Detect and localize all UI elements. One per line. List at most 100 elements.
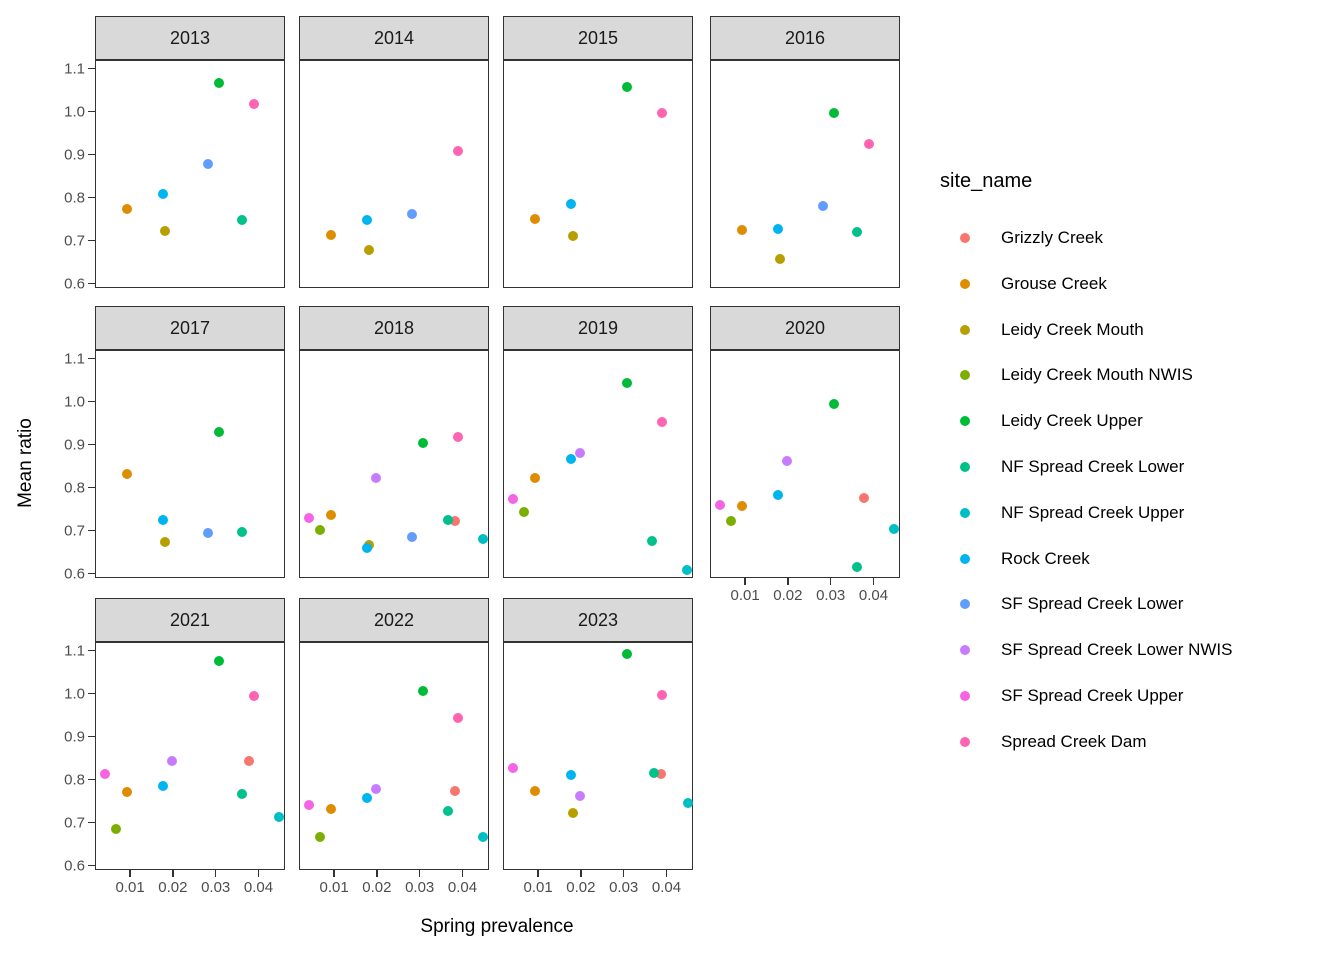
data-point [370, 783, 381, 794]
facet-strip-2018: 2018 [299, 306, 489, 350]
facet-panel-2017 [95, 350, 285, 578]
legend-label: Grouse Creek [1001, 273, 1107, 293]
data-point [621, 81, 632, 92]
data-point [203, 159, 214, 170]
x-axis-tick [376, 870, 378, 877]
x-axis-tick [580, 870, 582, 877]
y-axis-tick [88, 649, 95, 652]
data-point [574, 447, 585, 458]
data-point [325, 804, 336, 815]
legend-key-dot-icon [960, 278, 970, 289]
legend-key-dot-icon [960, 599, 970, 610]
data-point [243, 755, 254, 766]
data-point [852, 561, 863, 572]
facet-panel-2019 [503, 350, 693, 578]
x-tick-label: 0.01 [523, 879, 553, 896]
data-point [304, 513, 315, 524]
y-axis-tick [88, 486, 95, 489]
facet-strip-2023: 2023 [503, 598, 693, 642]
x-tick-label: 0.04 [651, 879, 682, 896]
data-point [249, 690, 260, 701]
data-point [453, 146, 464, 157]
data-point [828, 107, 839, 118]
data-point [315, 832, 326, 843]
data-point [781, 456, 792, 467]
y-axis-tick [88, 778, 95, 781]
facet-strip-2017: 2017 [95, 306, 285, 350]
facet-panel-2013 [95, 60, 285, 288]
y-tick-label: 0.7 [64, 522, 85, 540]
legend-item: SF Spread Creek Upper [938, 681, 1338, 711]
facet-panel-2020 [710, 350, 900, 578]
data-point [566, 454, 577, 465]
x-axis-tick [665, 870, 668, 877]
y-tick-label: 0.9 [64, 436, 85, 454]
data-point [529, 473, 540, 484]
y-tick-label: 0.8 [64, 189, 85, 207]
data-point [477, 533, 488, 544]
x-tick-label: 0.02 [773, 587, 803, 604]
data-point [864, 138, 875, 149]
data-point [773, 489, 784, 500]
data-point [828, 399, 839, 410]
data-point [657, 107, 668, 118]
data-point [273, 811, 284, 822]
x-axis-tick [257, 870, 260, 877]
x-tick-label: 0.01 [319, 879, 349, 896]
data-point [325, 230, 336, 241]
data-point [160, 536, 171, 547]
y-tick-label: 1.1 [64, 350, 85, 368]
facet-strip-2013: 2013 [95, 16, 285, 60]
x-axis-tick [461, 870, 464, 877]
legend-label: SF Spread Creek Upper [1001, 686, 1184, 705]
legend-label: Grizzly Creek [1001, 228, 1104, 247]
y-axis-tick [88, 153, 95, 156]
data-point [362, 543, 373, 554]
legend-label: Leidy Creek Upper [1001, 411, 1143, 431]
legend-item: SF Spread Creek Lower NWIS [938, 635, 1338, 665]
data-point [121, 203, 132, 214]
facet-panel-2018 [299, 350, 489, 578]
data-point [443, 805, 454, 816]
data-point [121, 468, 132, 479]
data-point [736, 224, 747, 235]
data-point [657, 416, 668, 427]
legend-key-dot-icon [960, 736, 970, 747]
data-point [566, 769, 577, 780]
data-point [726, 516, 737, 527]
y-axis-tick [88, 821, 95, 824]
data-point [453, 712, 464, 723]
data-point [370, 473, 381, 484]
legend-label: Leidy Creek Mouth [1001, 319, 1144, 339]
x-axis-tick [537, 870, 539, 877]
legend-label: NF Spread Creek Lower [1001, 457, 1185, 476]
data-point [121, 786, 132, 797]
data-point [858, 492, 869, 503]
y-axis-title: Mean ratio [15, 418, 36, 508]
x-tick-label: 0.04 [243, 879, 274, 896]
legend-key-dot-icon [960, 553, 970, 564]
data-point [818, 200, 829, 211]
legend-label: Spread Creek Dam [1001, 731, 1147, 751]
y-tick-label: 0.8 [64, 771, 85, 789]
data-point [529, 214, 540, 225]
y-tick-label: 0.6 [64, 565, 85, 583]
x-tick-label: 0.01 [115, 879, 145, 896]
data-point [325, 510, 336, 521]
y-tick-label: 0.7 [64, 814, 85, 832]
data-point [362, 792, 373, 803]
data-point [508, 762, 519, 773]
data-point [888, 524, 899, 535]
data-point [443, 514, 454, 525]
y-tick-label: 0.6 [64, 275, 85, 293]
data-point [213, 77, 224, 88]
data-point [574, 791, 585, 802]
y-tick-label: 0.7 [64, 232, 85, 250]
legend-item: Rock Creek [938, 544, 1338, 574]
data-point [417, 686, 428, 697]
x-tick-label: 0.03 [405, 879, 435, 896]
x-axis-tick [787, 578, 789, 585]
facet-strip-2020: 2020 [710, 306, 900, 350]
data-point [715, 500, 726, 511]
